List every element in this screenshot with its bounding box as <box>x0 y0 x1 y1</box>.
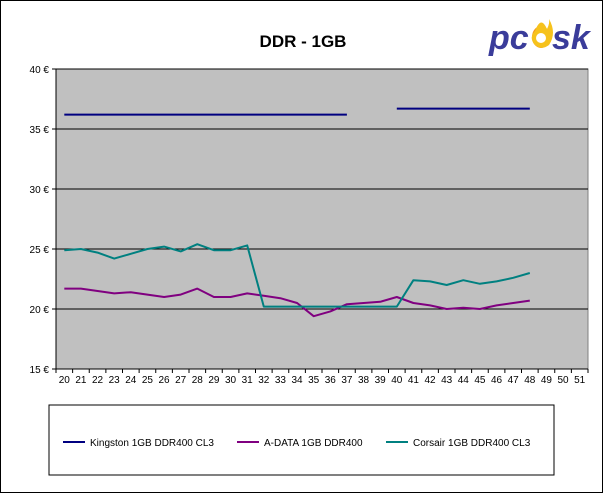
x-tick-label: 43 <box>441 375 453 386</box>
x-tick-label: 24 <box>125 375 137 386</box>
y-tick-label: 40 € <box>30 65 50 76</box>
series-0 <box>64 107 530 116</box>
plot-area <box>55 68 589 370</box>
x-tick-label: 46 <box>491 375 503 386</box>
x-tick-label: 42 <box>425 375 437 386</box>
x-tick-label: 20 <box>59 375 71 386</box>
legend-label: Corsair 1GB DDR400 CL3 <box>413 438 531 449</box>
y-tick-label: 15 € <box>30 365 50 376</box>
x-tick-label: 26 <box>159 375 171 386</box>
series-2 <box>64 243 531 308</box>
x-tick-label: 29 <box>208 375 220 386</box>
y-tick-label: 25 € <box>30 245 50 256</box>
x-tick-label: 49 <box>541 375 553 386</box>
x-tick-label: 22 <box>92 375 104 386</box>
x-tick-label: 38 <box>358 375 370 386</box>
x-tick-label: 23 <box>109 375 121 386</box>
series-line <box>64 287 530 318</box>
pcosk-logo: pc sk <box>488 19 592 57</box>
x-tick-label: 21 <box>75 375 87 386</box>
y-tick-label: 30 € <box>30 185 50 196</box>
x-tick-label: 44 <box>458 375 470 386</box>
x-tick-label: 28 <box>192 375 204 386</box>
x-tick-label: 25 <box>142 375 154 386</box>
y-tick-label: 35 € <box>30 125 50 136</box>
x-tick-label: 33 <box>275 375 287 386</box>
legend-label: Kingston 1GB DDR400 CL3 <box>90 438 214 449</box>
legend-label: A-DATA 1GB DDR400 <box>264 438 363 449</box>
series-line <box>64 243 531 308</box>
x-tick-label: 30 <box>225 375 237 386</box>
x-tick-label: 41 <box>408 375 420 386</box>
legend-box <box>48 404 555 476</box>
x-tick-label: 27 <box>175 375 187 386</box>
svg-text:sk: sk <box>552 19 592 57</box>
x-tick-label: 34 <box>292 375 304 386</box>
x-tick-label: 51 <box>574 375 586 386</box>
chart-title: DDR - 1GB <box>260 32 347 51</box>
x-tick-label: 37 <box>341 375 353 386</box>
x-tick-label: 45 <box>474 375 486 386</box>
flame-icon <box>531 19 553 48</box>
x-tick-label: 48 <box>524 375 536 386</box>
x-tick-label: 39 <box>375 375 387 386</box>
x-tick-label: 50 <box>558 375 570 386</box>
x-tick-label: 47 <box>508 375 520 386</box>
x-tick-label: 40 <box>391 375 403 386</box>
x-tick-label: 35 <box>308 375 320 386</box>
x-tick-label: 31 <box>242 375 254 386</box>
logo-text: pc <box>488 19 529 57</box>
x-tick-label: 32 <box>258 375 270 386</box>
y-tick-label: 20 € <box>30 305 50 316</box>
x-tick-label: 36 <box>325 375 337 386</box>
series-1 <box>64 287 530 318</box>
